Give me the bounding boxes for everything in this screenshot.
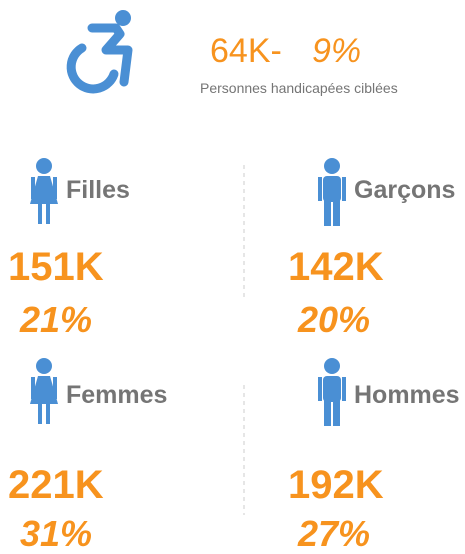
- head: [36, 358, 52, 374]
- arm: [31, 177, 35, 199]
- group: Femmes 221K 31%: [8, 358, 167, 554]
- leg: [333, 200, 340, 226]
- leg: [38, 204, 42, 224]
- group: Filles 151K 21%: [8, 158, 130, 340]
- group-percent: 21%: [19, 299, 92, 340]
- person-icon: [30, 158, 58, 224]
- group-value: 142K: [288, 245, 384, 289]
- group-label: Filles: [66, 176, 130, 204]
- group-percent: 20%: [297, 299, 370, 340]
- leg: [333, 400, 340, 426]
- group-label: Hommes: [354, 381, 460, 409]
- group-value: 221K: [8, 463, 104, 507]
- leg: [46, 204, 50, 224]
- group-label: Femmes: [66, 381, 167, 409]
- group-percent: 27%: [297, 513, 370, 554]
- person-icon: [30, 358, 58, 424]
- arm: [318, 377, 322, 401]
- group-value: 192K: [288, 463, 384, 507]
- arm: [53, 177, 57, 199]
- arm: [31, 377, 35, 399]
- group: Garçons 142K 20%: [288, 158, 455, 340]
- header-value: 64K-: [210, 32, 282, 70]
- header-caption: Personnes handicapées ciblées: [200, 80, 398, 96]
- dress: [30, 376, 58, 404]
- leg: [38, 404, 42, 424]
- header-percent: 9%: [312, 32, 361, 70]
- leg: [46, 404, 50, 424]
- head: [36, 158, 52, 174]
- arm: [318, 177, 322, 201]
- leg: [324, 400, 331, 426]
- group-value: 151K: [8, 245, 104, 289]
- dress: [30, 176, 58, 204]
- head: [324, 158, 340, 174]
- body: [323, 376, 341, 402]
- arm: [342, 177, 346, 201]
- group: Hommes 192K 27%: [288, 358, 460, 554]
- person-icon: [318, 158, 346, 226]
- arm: [342, 377, 346, 401]
- arm: [53, 377, 57, 399]
- body: [323, 176, 341, 202]
- group-percent: 31%: [20, 513, 92, 554]
- head: [324, 358, 340, 374]
- leg: [324, 200, 331, 226]
- group-label: Garçons: [354, 176, 455, 204]
- person-icon: [318, 358, 346, 426]
- wheelchair-icon: [66, 10, 133, 94]
